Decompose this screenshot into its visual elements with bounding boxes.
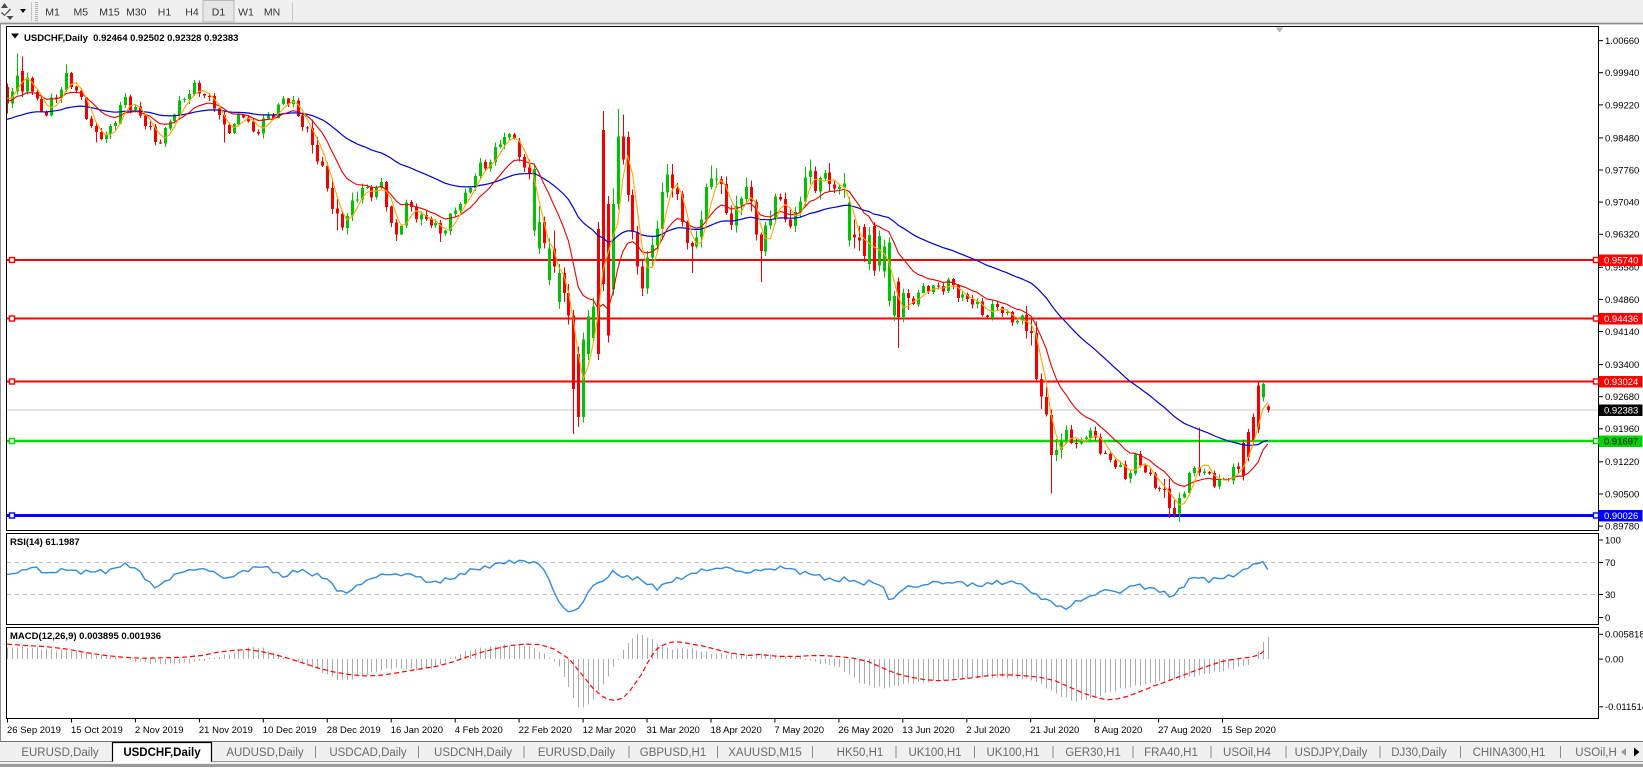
svg-text:70: 70 [1605,558,1616,569]
svg-text:EURUSD,Daily: EURUSD,Daily [21,747,99,759]
svg-text:0.96320: 0.96320 [1605,230,1639,241]
svg-text:13 Jun 2020: 13 Jun 2020 [902,725,954,736]
svg-text:GBPUSD,H1: GBPUSD,H1 [640,747,706,759]
svg-text:UK100,H1: UK100,H1 [986,747,1039,759]
svg-text:0.90500: 0.90500 [1605,489,1639,500]
svg-text:M30: M30 [126,7,147,19]
svg-text:0.91697: 0.91697 [1604,437,1638,448]
svg-text:H1: H1 [158,7,172,19]
svg-text:USDCHF,Daily 0.92464 0.92502: USDCHF,Daily 0.92464 0.92502 0.92328 0.9… [24,33,238,44]
svg-text:CHINA300,H1: CHINA300,H1 [1473,747,1546,759]
svg-text:MN: MN [264,7,280,19]
svg-text:0.93400: 0.93400 [1605,360,1639,371]
svg-text:27 Aug 2020: 27 Aug 2020 [1158,725,1211,736]
svg-text:RSI(14) 61.1987: RSI(14) 61.1987 [10,537,80,548]
svg-text:0.94860: 0.94860 [1605,295,1639,306]
svg-text:16 Jan 2020: 16 Jan 2020 [391,725,443,736]
svg-text:100: 100 [1605,535,1621,546]
svg-text:0.98480: 0.98480 [1605,133,1639,144]
svg-text:0.90026: 0.90026 [1604,511,1638,522]
svg-text:21 Nov 2019: 21 Nov 2019 [199,725,253,736]
svg-text:USDCAD,Daily: USDCAD,Daily [329,747,407,759]
svg-text:USOil,H4: USOil,H4 [1223,747,1272,759]
svg-text:12 Mar 2020: 12 Mar 2020 [583,725,636,736]
svg-text:0.92680: 0.92680 [1605,392,1639,403]
svg-text:W1: W1 [238,7,254,19]
svg-text:0.91960: 0.91960 [1605,424,1639,435]
svg-text:1.00660: 1.00660 [1605,36,1639,47]
svg-text:0.99940: 0.99940 [1605,68,1639,79]
svg-text:USOil,H: USOil,H [1575,747,1617,759]
svg-text:0.99220: 0.99220 [1605,100,1639,111]
svg-text:10 Dec 2019: 10 Dec 2019 [263,725,317,736]
svg-text:M5: M5 [74,7,89,19]
svg-text:GER30,H1: GER30,H1 [1065,747,1121,759]
svg-text:0.00: 0.00 [1605,655,1624,666]
svg-text:-0.011514: -0.011514 [1605,702,1643,713]
svg-text:0.97760: 0.97760 [1605,165,1639,176]
svg-text:USDCHF,Daily: USDCHF,Daily [123,747,201,759]
svg-text:USDCNH,Daily: USDCNH,Daily [434,747,512,759]
svg-text:21 Jul 2020: 21 Jul 2020 [1030,725,1079,736]
svg-text:D1: D1 [212,7,226,19]
svg-text:USDJPY,Daily: USDJPY,Daily [1295,747,1368,759]
svg-text:0: 0 [1605,613,1610,624]
svg-text:7 May 2020: 7 May 2020 [774,725,824,736]
svg-text:2 Jul 2020: 2 Jul 2020 [966,725,1010,736]
svg-text:0.95580: 0.95580 [1605,263,1639,274]
svg-text:0.95740: 0.95740 [1604,256,1638,267]
svg-text:M15: M15 [99,7,120,19]
svg-text:MACD(12,26,9) 0.003895 0.00193: MACD(12,26,9) 0.003895 0.001936 [10,631,161,642]
svg-text:15 Oct 2019: 15 Oct 2019 [71,725,123,736]
svg-text:30: 30 [1605,590,1616,601]
svg-text:HK50,H1: HK50,H1 [837,747,884,759]
svg-text:FRA40,H1: FRA40,H1 [1144,747,1198,759]
svg-text:2 Nov 2019: 2 Nov 2019 [135,725,184,736]
svg-text:XAUUSD,M15: XAUUSD,M15 [728,747,802,759]
svg-text:0.97040: 0.97040 [1605,198,1639,209]
svg-text:4 Feb 2020: 4 Feb 2020 [455,725,503,736]
svg-text:22 Feb 2020: 22 Feb 2020 [519,725,572,736]
svg-text:0.89780: 0.89780 [1605,522,1639,533]
svg-text:AUDUSD,Daily: AUDUSD,Daily [226,747,304,759]
svg-text:15 Sep 2020: 15 Sep 2020 [1222,725,1276,736]
svg-text:M1: M1 [45,7,60,19]
svg-text:18 Apr 2020: 18 Apr 2020 [711,725,762,736]
svg-text:28 Dec 2019: 28 Dec 2019 [327,725,381,736]
svg-text:0.91220: 0.91220 [1605,457,1639,468]
svg-text:0.94436: 0.94436 [1604,314,1638,325]
svg-text:31 Mar 2020: 31 Mar 2020 [647,725,700,736]
svg-text:26 Sep 2019: 26 Sep 2019 [7,725,61,736]
svg-text:0.005818: 0.005818 [1605,630,1643,641]
svg-text:DJ30,Daily: DJ30,Daily [1391,747,1447,759]
svg-text:H4: H4 [185,7,199,19]
svg-text:0.92383: 0.92383 [1604,406,1638,417]
svg-text:UK100,H1: UK100,H1 [908,747,961,759]
svg-text:8 Aug 2020: 8 Aug 2020 [1094,725,1142,736]
svg-text:0.94140: 0.94140 [1605,327,1639,338]
svg-text:26 May 2020: 26 May 2020 [838,725,893,736]
svg-text:EURUSD,Daily: EURUSD,Daily [538,747,616,759]
svg-text:0.93024: 0.93024 [1604,377,1638,388]
